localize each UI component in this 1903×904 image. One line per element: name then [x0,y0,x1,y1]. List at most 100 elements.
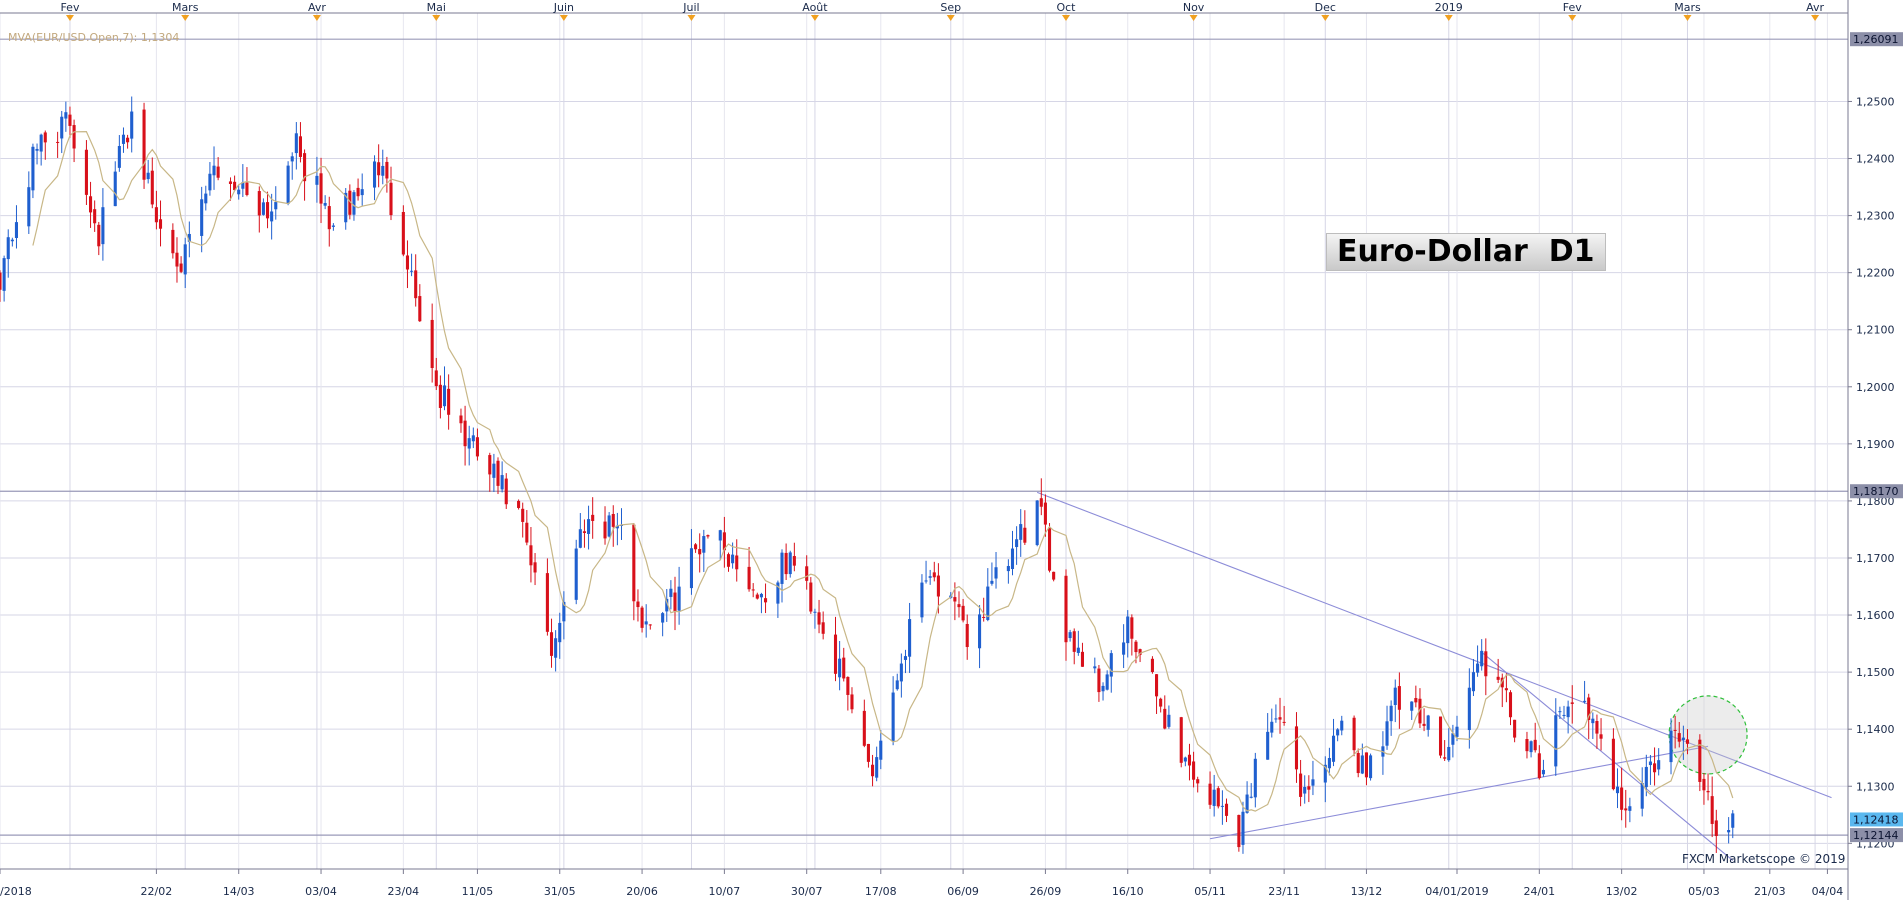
candle-bull [1562,714,1566,716]
x-tick-label: 05/11 [1194,885,1226,898]
candle-bear [1043,502,1047,525]
candle-bear [459,415,463,424]
candle-bear [735,555,739,570]
candle-bear [1595,721,1599,734]
candle-bear [1525,739,1529,752]
candle-bear [1039,498,1043,507]
candle-bear [504,478,508,505]
candle-bear [1706,791,1710,793]
candle-bear [1673,729,1677,731]
candle-bull [1270,721,1274,733]
y-tick-label: 1,2000 [1856,381,1895,394]
candle-bull [990,580,994,584]
candle-bull [372,161,377,188]
candle-bull [718,530,722,541]
candle-bear [1443,757,1447,759]
candle-bear [1513,719,1517,738]
candle-bull [578,529,582,548]
candle-bull [1360,755,1364,774]
candle-bull [928,576,932,578]
candle-bull [1583,700,1587,702]
candle-bear [792,556,796,566]
candle-bear [158,219,163,229]
candle-bear [763,598,768,603]
candle-bull [1331,735,1336,762]
candle-bull [1455,726,1459,737]
trendline [1209,745,1709,840]
candle-bear [245,182,249,195]
copyright-label: FXCM Marketscope © 2019 [1682,852,1846,866]
candle-bear [722,532,726,551]
candle-bear [936,575,940,597]
candle-bear [751,589,755,591]
top-month-label: Avr [1806,1,1824,14]
candle-bear [228,181,233,184]
candle-bull [121,134,126,144]
candle-bear [1364,752,1368,778]
candle-bear [1187,754,1192,766]
candle-bear [529,545,533,566]
candle-bear [438,384,442,408]
candle-bear [1208,783,1212,805]
candle-bear [698,549,702,555]
candle-bear [591,514,595,521]
plot-background [0,13,1848,869]
candle-bull [554,638,558,658]
candle-bull [644,621,648,625]
candle-bear [216,166,220,178]
candle-bull [31,146,35,191]
x-tick-label: 21/03 [1754,885,1786,898]
top-month-marker [312,15,321,21]
candle-bear [430,319,434,369]
top-month-marker [1189,15,1198,21]
candle-bear [327,206,331,230]
candle-bear [1196,779,1200,784]
candle-bull [204,193,208,204]
candle-bear [1484,651,1488,677]
candle-bull [1183,757,1187,762]
candle-bear [866,743,870,762]
candle-bull [1591,718,1595,724]
candle-bear [862,710,866,746]
candle-bull [813,611,817,613]
candle-bear [784,552,788,575]
top-month-label: Mars [172,1,199,14]
candle-bull [290,156,294,162]
top-month-label: Avr [308,1,326,14]
candle-bear [1508,692,1513,718]
top-month-marker [687,15,696,21]
candle-bull [344,192,348,223]
candle-bull [315,175,319,185]
candle-bear [1533,739,1537,751]
candle-bear [632,524,636,602]
candle-bear [1282,721,1286,723]
candle-bull [562,601,566,622]
candle-bear [1710,796,1714,824]
candle-bull [1731,813,1735,828]
candle-bull [875,757,879,778]
candle-bear [68,114,72,126]
y-tick-label: 1,1600 [1856,609,1895,622]
x-tick-label: 03/04 [305,885,337,898]
candle-bull [780,552,784,584]
x-tick-label: 04/01/2019 [1425,885,1488,898]
candle-bull [1467,687,1471,731]
x-tick-label: 22/02 [141,885,173,898]
candle-bear [1698,739,1702,782]
candle-bull [615,525,619,529]
candle-bear [1422,723,1426,726]
candle-bull [442,385,447,407]
candle-bull [1336,729,1340,736]
candle-bear [694,544,698,550]
candle-bear [850,694,854,710]
top-month-marker [432,15,441,21]
top-month-marker [810,15,819,21]
candle-bull [1628,806,1632,811]
top-month-marker [1683,15,1692,21]
candle-bear [1307,786,1311,790]
x-tick-label: 15/01/2018 [0,885,32,898]
top-month-marker [1568,15,1577,21]
candle-bull [1615,786,1620,794]
candle-bull [274,202,278,210]
